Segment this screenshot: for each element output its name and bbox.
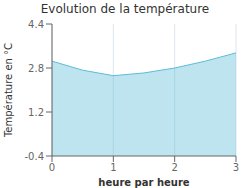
svg-text:-0.4: -0.4: [24, 151, 44, 162]
svg-text:0: 0: [49, 162, 55, 173]
svg-text:4.4: 4.4: [28, 19, 44, 30]
svg-text:Température en °C: Température en °C: [8, 43, 14, 138]
html-text:Evolution de la température: Evolution de la température: [40, 2, 210, 16]
svg-text:2: 2: [171, 162, 177, 173]
svg-text:1: 1: [110, 162, 116, 173]
svg-text:heure par heure: heure par heure: [98, 177, 189, 188]
svg-text:3: 3: [233, 162, 239, 173]
svg-text:2.8: 2.8: [28, 63, 44, 74]
svg-text:1.2: 1.2: [28, 107, 44, 118]
